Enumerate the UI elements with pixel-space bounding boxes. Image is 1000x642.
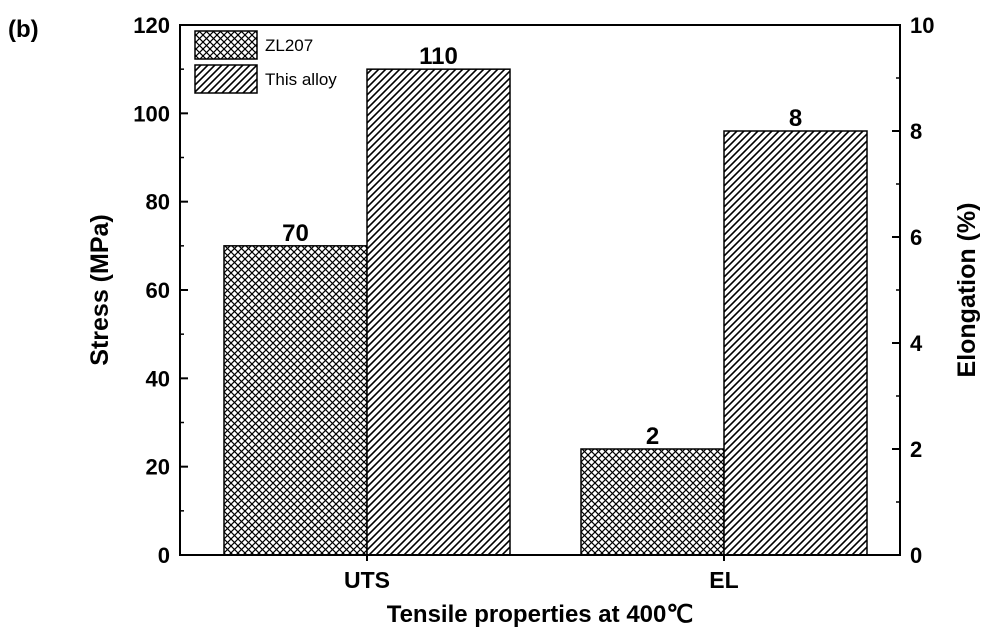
legend-label: This alloy [265,70,337,89]
bar-zl207-el [580,448,725,556]
y-right-tick-label: 10 [910,13,934,38]
y-right-tick-label: 6 [910,225,922,250]
y-tick-label: 100 [133,101,170,126]
x-tick-label: EL [709,567,738,593]
bar-zl207-uts [223,245,368,556]
y-tick-label: 60 [146,278,170,303]
bar-this-alloy-uts [366,68,511,556]
data-label: 2 [646,423,659,450]
x-tick-label: UTS [344,567,390,593]
y-axis-title: Stress (MPa) [86,214,114,365]
data-label: 8 [789,105,802,132]
y-tick-label: 120 [133,13,170,38]
y-right-tick-label: 4 [910,331,923,356]
y-tick-label: 0 [158,543,170,568]
y-right-axis-title: Elongation (%) [953,203,981,378]
legend-swatch [194,30,258,60]
y-tick-label: 80 [146,190,170,215]
panel-label: (b) [8,16,39,43]
y-right-tick-label: 0 [910,543,922,568]
data-label: 110 [419,43,458,70]
legend-label: ZL207 [265,36,313,55]
y-right-tick-label: 8 [910,119,922,144]
y-right-tick-label: 2 [910,437,922,462]
x-axis-title: Tensile properties at 400℃ [387,601,694,628]
bar-this-alloy-el [723,130,868,556]
data-label: 70 [282,220,309,247]
y-tick-label: 20 [146,455,170,480]
y-tick-label: 40 [146,366,170,391]
legend-swatch [194,64,258,94]
